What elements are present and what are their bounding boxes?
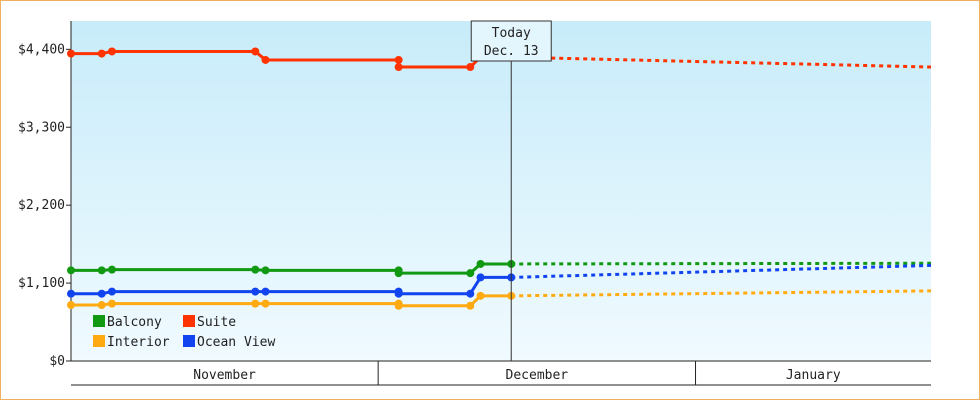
series-ocean-view: [67, 263, 932, 298]
series-interior: [67, 289, 932, 310]
series-history-line: [71, 294, 512, 308]
data-point: [261, 287, 270, 296]
data-point: [107, 287, 116, 296]
series-forecast-line: [511, 263, 932, 279]
data-point: [466, 301, 475, 310]
data-point: [97, 266, 106, 275]
data-point: [476, 291, 485, 300]
data-point: [261, 299, 270, 308]
data-point: [67, 266, 75, 275]
data-point: [97, 289, 106, 298]
series-forecast-line: [511, 261, 932, 266]
data-point: [261, 55, 270, 64]
data-point: [97, 49, 106, 58]
y-tick-label: $0: [49, 354, 65, 369]
data-point: [476, 259, 485, 268]
data-point: [67, 49, 75, 58]
data-point: [466, 269, 475, 278]
data-point: [394, 269, 403, 278]
data-point: [251, 287, 260, 296]
month-label: January: [786, 368, 841, 383]
y-tick-label: $4,400: [18, 42, 65, 57]
data-point: [251, 265, 260, 274]
legend-label-ocean-view: Ocean View: [197, 335, 275, 350]
data-point: [107, 299, 116, 308]
legend: Balcony Suite Interior Ocean View: [93, 315, 275, 350]
y-tick-label: $3,300: [18, 120, 65, 135]
series-forecast-line: [511, 289, 932, 298]
legend-label-interior: Interior: [107, 335, 170, 350]
y-axis: $0 $1,100 $2,200 $3,300 $4,400: [18, 21, 931, 369]
series-history-line: [71, 275, 512, 296]
data-point: [394, 289, 403, 298]
data-point: [261, 266, 270, 275]
data-point: [67, 301, 75, 310]
legend-swatch-suite: [183, 315, 195, 327]
data-point: [466, 289, 475, 298]
data-point: [107, 265, 116, 274]
month-label: November: [193, 368, 256, 383]
legend-swatch-ocean-view: [183, 335, 195, 347]
data-point: [394, 55, 403, 64]
data-point: [251, 47, 260, 56]
series-balcony: [67, 259, 932, 278]
y-tick-label: $2,200: [18, 198, 65, 213]
today-box: [470, 20, 552, 62]
today-label: Today: [492, 26, 531, 41]
today-date: Dec. 13: [484, 44, 539, 59]
legend-swatch-balcony: [93, 315, 105, 327]
today-marker: Today Dec. 13: [470, 20, 552, 361]
series-history-line: [71, 262, 512, 275]
month-label: December: [506, 368, 569, 383]
legend-label-suite: Suite: [197, 315, 236, 330]
y-tick-label: $1,100: [18, 276, 65, 291]
data-point: [107, 47, 116, 56]
data-point: [466, 63, 475, 72]
legend-swatch-interior: [93, 335, 105, 347]
data-point: [394, 301, 403, 310]
x-axis: November December January: [71, 361, 931, 386]
plot-background: [71, 21, 931, 361]
legend-label-balcony: Balcony: [107, 315, 162, 330]
data-point: [67, 289, 75, 298]
data-point: [97, 301, 106, 310]
data-point: [394, 63, 403, 72]
series-forecast-line: [511, 55, 932, 69]
series-layer: [67, 47, 932, 310]
series-suite: [67, 47, 932, 72]
data-point: [476, 273, 485, 282]
data-point: [251, 299, 260, 308]
series-history-line: [71, 49, 512, 69]
